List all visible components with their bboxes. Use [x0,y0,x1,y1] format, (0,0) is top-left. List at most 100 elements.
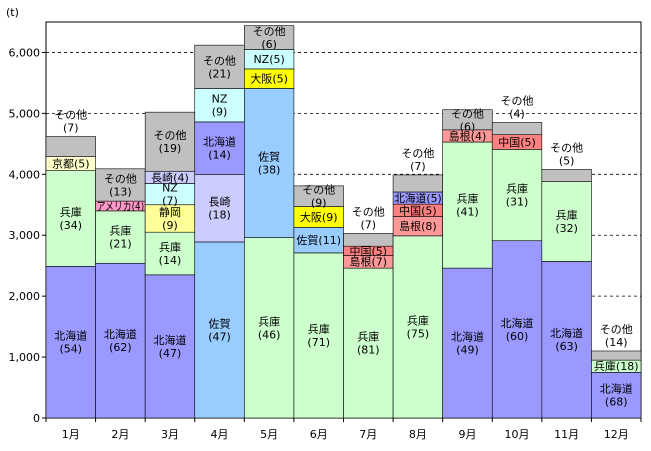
segment-label-line: その他 [600,323,633,336]
segment-label-line: 大阪(5) [250,72,288,86]
segment-label-line: 北海道 [550,326,583,340]
segment-label-line: 兵庫 [159,240,181,254]
segment-label-line: (46) [258,328,281,341]
segment-label-line: (81) [357,344,380,357]
bar-segment [591,372,642,419]
x-tick-label: 9月 [458,428,476,441]
segment-label-line: (75) [407,327,430,340]
segment-label-line: 北海道 [153,333,186,347]
segment-label: その他(7) [352,205,385,231]
x-tick-label: 11月 [554,428,579,441]
segment-label-line: (19) [159,142,182,155]
segment-label: 北海道(49) [451,330,484,357]
segment-label-line: 京都(5) [52,157,90,171]
segment-label: 北海道(47) [153,333,186,360]
segment-label: 兵庫(32) [555,208,578,235]
segment-label-line: (14) [159,254,182,267]
bar-segment [144,231,196,276]
segment-label-line: (13) [109,185,132,198]
segment-label-line: 佐賀 [209,316,231,330]
segment-label-line: (47) [159,347,182,360]
bar-segment [244,237,295,419]
segment-label-line: (14) [605,336,628,349]
segment-label-line: 中国(5) [498,136,536,149]
segment-label-line: (32) [555,222,578,235]
segment-label-line: (5) [559,154,575,167]
segment-label-line: (21) [208,67,231,80]
segment-label: NZ(5) [253,53,284,66]
segment-label: 兵庫(46) [258,314,281,341]
segment-label-line: その他 [550,141,583,154]
segment-label-line: (62) [109,341,132,354]
segment-label-line: 島根(8) [399,219,437,233]
segment-label-line: その他 [401,147,434,160]
segment-label: その他(4) [501,95,534,121]
segment-label-line: 北海道 [54,329,87,343]
segment-label: その他(9) [302,184,335,210]
segment-label-line: 佐賀(11) [296,233,341,247]
segment-label-line: アメリカ(4) [97,200,145,213]
segment-label: 兵庫(71) [307,322,330,349]
y-tick-label: 1,000 [9,351,41,364]
segment-label-line: その他 [153,129,186,142]
segment-label-line: (68) [605,396,628,409]
segment-label-line: その他 [352,205,385,218]
segment-label: 兵庫(14) [159,240,182,267]
segment-label-line: (6) [460,120,476,133]
segment-label: 北海道(68) [600,382,633,409]
segment-label: 大阪(5) [250,72,288,86]
segment-label-line: (63) [555,340,578,353]
segment-label: 長崎(18) [208,195,231,222]
segment-label: 京都(5) [52,157,90,171]
segment-label-line: 北海道 [501,316,534,330]
segment-label: 北海道(5) [394,191,442,205]
x-tick-label: 1月 [62,428,80,441]
y-tick-label: 3,000 [9,229,41,242]
segment-label-line: 北海道 [600,382,633,396]
x-tick-label: 3月 [161,428,179,441]
segment-label: その他(6) [253,25,286,51]
bar-segment [194,121,245,175]
segment-label-line: (7) [410,160,426,173]
segment-label-line: その他 [501,95,534,108]
x-tick-label: 4月 [211,428,229,441]
segment-label: その他(19) [153,129,186,155]
segment-label: 島根(4) [449,129,487,143]
segment-label-line: (7) [162,195,178,208]
segment-label: NZ (9) [212,93,228,119]
bar-segment [293,185,344,207]
bar-segment [95,262,146,419]
y-tick-label: 4,000 [9,168,41,181]
bar-segment [541,181,592,262]
segment-label-line: その他 [253,25,286,38]
y-unit-label: (t) [6,6,19,19]
segment-label-line: (31) [506,196,529,209]
segment-label: 中国(5) [399,204,437,217]
y-tick-label: 0 [33,412,40,425]
segment-label-line: 兵庫 [456,192,478,206]
segment-label-line: (47) [208,330,231,343]
bar-segment [244,25,295,50]
segment-label-line: その他 [203,54,236,67]
segment-label: 静岡(9) [159,205,181,232]
segment-label-line: その他 [104,172,137,185]
segment-label-line: 兵庫(18) [594,359,639,373]
segment-label-line: NZ [162,182,178,195]
x-tick-label: 6月 [310,428,328,441]
bar-segment [194,44,245,89]
segment-label-line: 静岡 [159,205,181,219]
segment-label-line: 兵庫 [506,182,528,196]
segment-label: 兵庫(34) [59,205,82,232]
segment-label: 兵庫(41) [456,192,479,219]
segment-label-line: 島根(4) [449,129,487,143]
segment-label: 中国(5) [349,245,387,258]
segment-label-line: 兵庫 [109,224,131,238]
segment-label: 兵庫(75) [407,313,430,340]
segment-label-line: 北海道 [203,135,236,149]
segment-label-line: (60) [506,330,529,343]
segment-label: 北海道(60) [501,316,534,343]
segment-label-line: (18) [208,209,231,222]
segment-label-line: NZ(5) [253,53,284,66]
bar-segment [194,241,245,419]
segment-label-line: 長崎 [209,195,231,209]
